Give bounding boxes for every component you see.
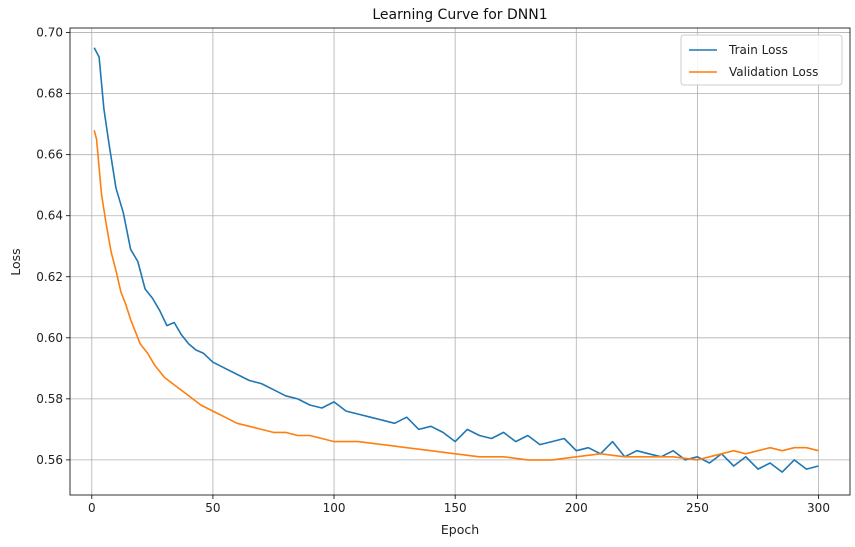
chart-title: Learning Curve for DNN1 [372, 7, 547, 23]
x-tick-label: 200 [565, 501, 588, 515]
x-tick-label: 150 [444, 501, 467, 515]
y-tick-label: 0.70 [36, 26, 63, 40]
y-axis-label: Loss [8, 248, 23, 275]
x-tick-label: 0 [88, 501, 96, 515]
series-line-validation-loss [93, 130, 819, 461]
y-tick-label: 0.56 [36, 453, 63, 467]
legend-box [680, 34, 843, 86]
x-tick-label: 50 [205, 501, 220, 515]
y-tick-label: 0.66 [36, 148, 63, 162]
plot-area [70, 28, 850, 495]
series-lines [93, 47, 819, 473]
legend-label-train-loss: Train Loss [728, 43, 788, 57]
x-tick-label: 100 [323, 501, 346, 515]
y-axis-ticks: 0.56 0.58 0.60 0.62 0.64 0.66 0.68 0.70 [36, 26, 70, 467]
x-tick-label: 250 [686, 501, 709, 515]
x-tick-label: 300 [807, 501, 830, 515]
legend: Train Loss Validation Loss [680, 34, 843, 86]
y-tick-label: 0.64 [36, 209, 63, 223]
x-axis-label: Epoch [441, 522, 479, 537]
plot-frame [69, 27, 851, 496]
x-axis-ticks: 0 50 100 150 200 250 300 [88, 495, 830, 515]
legend-label-validation-loss: Validation Loss [729, 65, 818, 79]
grid [70, 28, 850, 495]
y-tick-label: 0.62 [36, 270, 63, 284]
y-tick-label: 0.68 [36, 87, 63, 101]
y-tick-label: 0.60 [36, 331, 63, 345]
y-tick-label: 0.58 [36, 392, 63, 406]
